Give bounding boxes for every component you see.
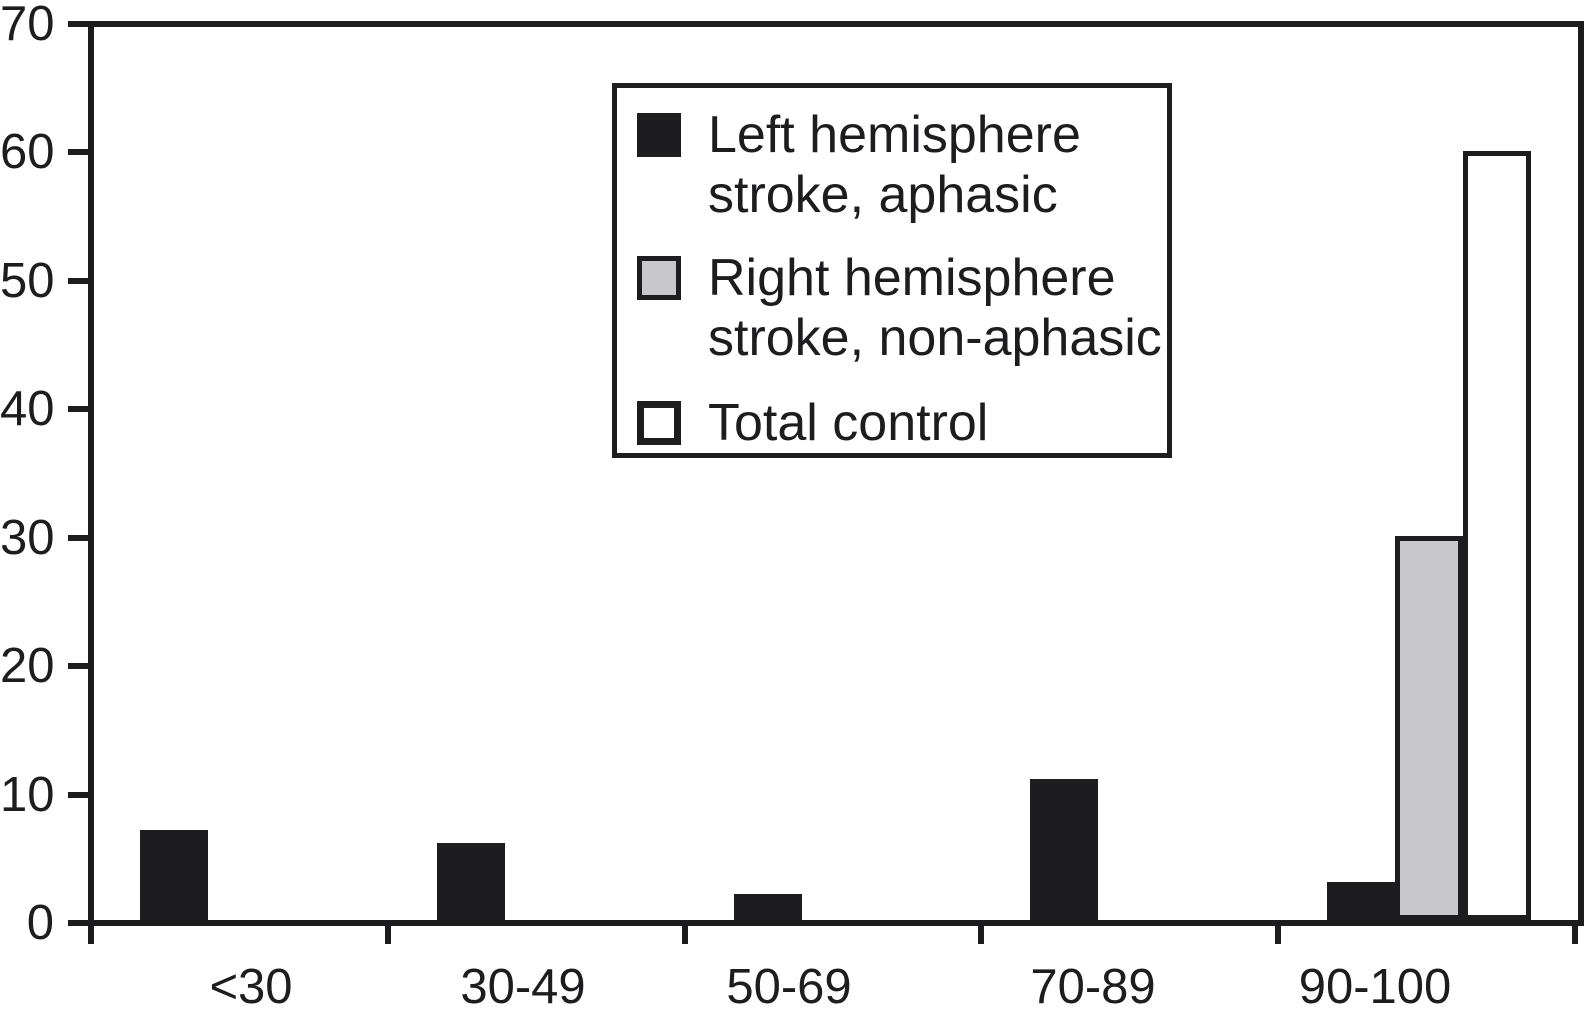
bar-series1-30-49 <box>437 843 505 920</box>
y-axis-tick <box>68 21 88 27</box>
x-axis-tick <box>384 920 391 944</box>
y-tick-label: 60 <box>0 125 55 180</box>
legend-box: Left hemisphere stroke, aphasic Right he… <box>612 83 1172 458</box>
legend-item-left-hemisphere: Left hemisphere stroke, aphasic <box>637 105 1081 225</box>
y-axis-tick <box>68 663 88 670</box>
y-tick-label: 50 <box>0 253 55 308</box>
x-category-label: <30 <box>209 960 293 1014</box>
legend-label: Left hemisphere stroke, aphasic <box>708 105 1081 225</box>
bar-series1-90-100 <box>1327 882 1395 920</box>
y-tick-label: 40 <box>0 382 55 437</box>
y-tick-label: 30 <box>0 510 55 565</box>
x-axis-tick <box>88 920 94 944</box>
x-axis-tick <box>1572 920 1578 944</box>
x-axis-tick <box>978 920 985 944</box>
x-axis-tick <box>1275 920 1282 944</box>
legend-swatch-white-icon <box>637 401 681 445</box>
legend-label-line: stroke, non-aphasic <box>708 309 1162 367</box>
y-tick-label: 0 <box>26 896 54 950</box>
y-axis-tick <box>68 406 88 413</box>
legend-item-total-control: Total control <box>637 393 988 453</box>
legend-item-right-hemisphere: Right hemisphere stroke, non-aphasic <box>637 248 1162 368</box>
bar-series1-70-89 <box>1030 779 1098 920</box>
legend-swatch-gray-icon <box>637 256 681 300</box>
y-tick-label: 70 <box>0 0 55 51</box>
x-axis-tick <box>681 920 688 944</box>
legend-label: Right hemisphere stroke, non-aphasic <box>708 248 1162 368</box>
bar-series1-<30 <box>140 830 208 920</box>
y-axis-tick <box>68 149 88 156</box>
y-axis-tick <box>68 920 88 926</box>
legend-label-line: Left hemisphere <box>708 106 1081 164</box>
y-axis-tick <box>68 277 88 284</box>
x-category-label: 90-100 <box>1298 960 1452 1014</box>
y-axis-tick <box>68 791 88 798</box>
legend-label-line: Total control <box>708 394 989 452</box>
x-category-label: 50-69 <box>726 960 852 1014</box>
bar-series3-90-100 <box>1463 151 1531 920</box>
legend-label-line: stroke, aphasic <box>708 166 1058 224</box>
y-axis-tick <box>68 534 88 541</box>
x-category-label: 70-89 <box>1030 960 1156 1014</box>
y-tick-label: 10 <box>0 767 55 822</box>
legend-label-line: Right hemisphere <box>708 249 1116 307</box>
y-tick-label: 20 <box>0 639 55 694</box>
bar-series1-50-69 <box>734 894 802 920</box>
legend-label: Total control <box>708 393 988 453</box>
legend-swatch-black-icon <box>637 113 681 157</box>
bar-series2-90-100 <box>1395 536 1463 920</box>
x-category-label: 30-49 <box>460 960 586 1014</box>
